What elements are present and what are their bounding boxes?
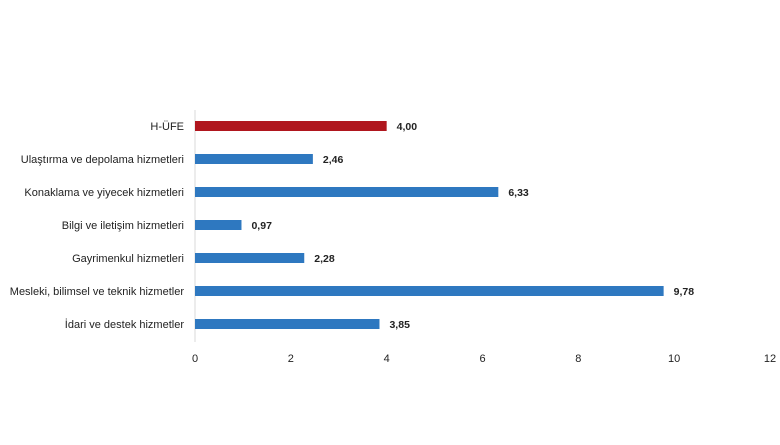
bar bbox=[195, 319, 380, 329]
bar bbox=[195, 220, 242, 230]
category-label: Bilgi ve iletişim hizmetleri bbox=[62, 220, 184, 232]
data-label: 0,97 bbox=[251, 220, 272, 232]
data-label: 6,33 bbox=[508, 187, 529, 199]
bar bbox=[195, 121, 387, 131]
x-tick-label: 4 bbox=[384, 353, 390, 365]
data-label: 2,46 bbox=[323, 154, 344, 166]
category-label: İdari ve destek hizmetler bbox=[65, 318, 185, 331]
category-label: Ulaştırma ve depolama hizmetleri bbox=[21, 154, 184, 166]
category-label: Gayrimenkul hizmetleri bbox=[72, 253, 184, 265]
x-tick-label: 0 bbox=[192, 353, 198, 365]
bar bbox=[195, 253, 305, 263]
bar bbox=[195, 154, 313, 164]
x-tick-label: 12 bbox=[764, 353, 776, 365]
x-tick-labels: 0 2 4 6 8 10 12 bbox=[192, 353, 776, 365]
bar bbox=[195, 286, 664, 296]
category-label: H-ÜFE bbox=[150, 121, 184, 133]
category-label: Mesleki, bilimsel ve teknik hizmetler bbox=[10, 286, 185, 298]
x-tick-label: 2 bbox=[288, 353, 294, 365]
data-label: 9,78 bbox=[674, 286, 695, 298]
data-labels: 4,00 2,46 6,33 0,97 2,28 9,78 3,85 bbox=[251, 121, 694, 331]
x-tick-label: 6 bbox=[479, 353, 485, 365]
bars bbox=[195, 121, 664, 329]
category-label: Konaklama ve yiyecek hizmetleri bbox=[24, 187, 184, 199]
category-labels: H-ÜFE Ulaştırma ve depolama hizmetleri Kon… bbox=[10, 121, 185, 331]
bar bbox=[195, 187, 499, 197]
x-tick-label: 10 bbox=[668, 353, 680, 365]
x-tick-label: 8 bbox=[575, 353, 581, 365]
data-label: 3,85 bbox=[389, 319, 410, 331]
data-label: 4,00 bbox=[397, 121, 418, 133]
data-label: 2,28 bbox=[314, 253, 335, 265]
